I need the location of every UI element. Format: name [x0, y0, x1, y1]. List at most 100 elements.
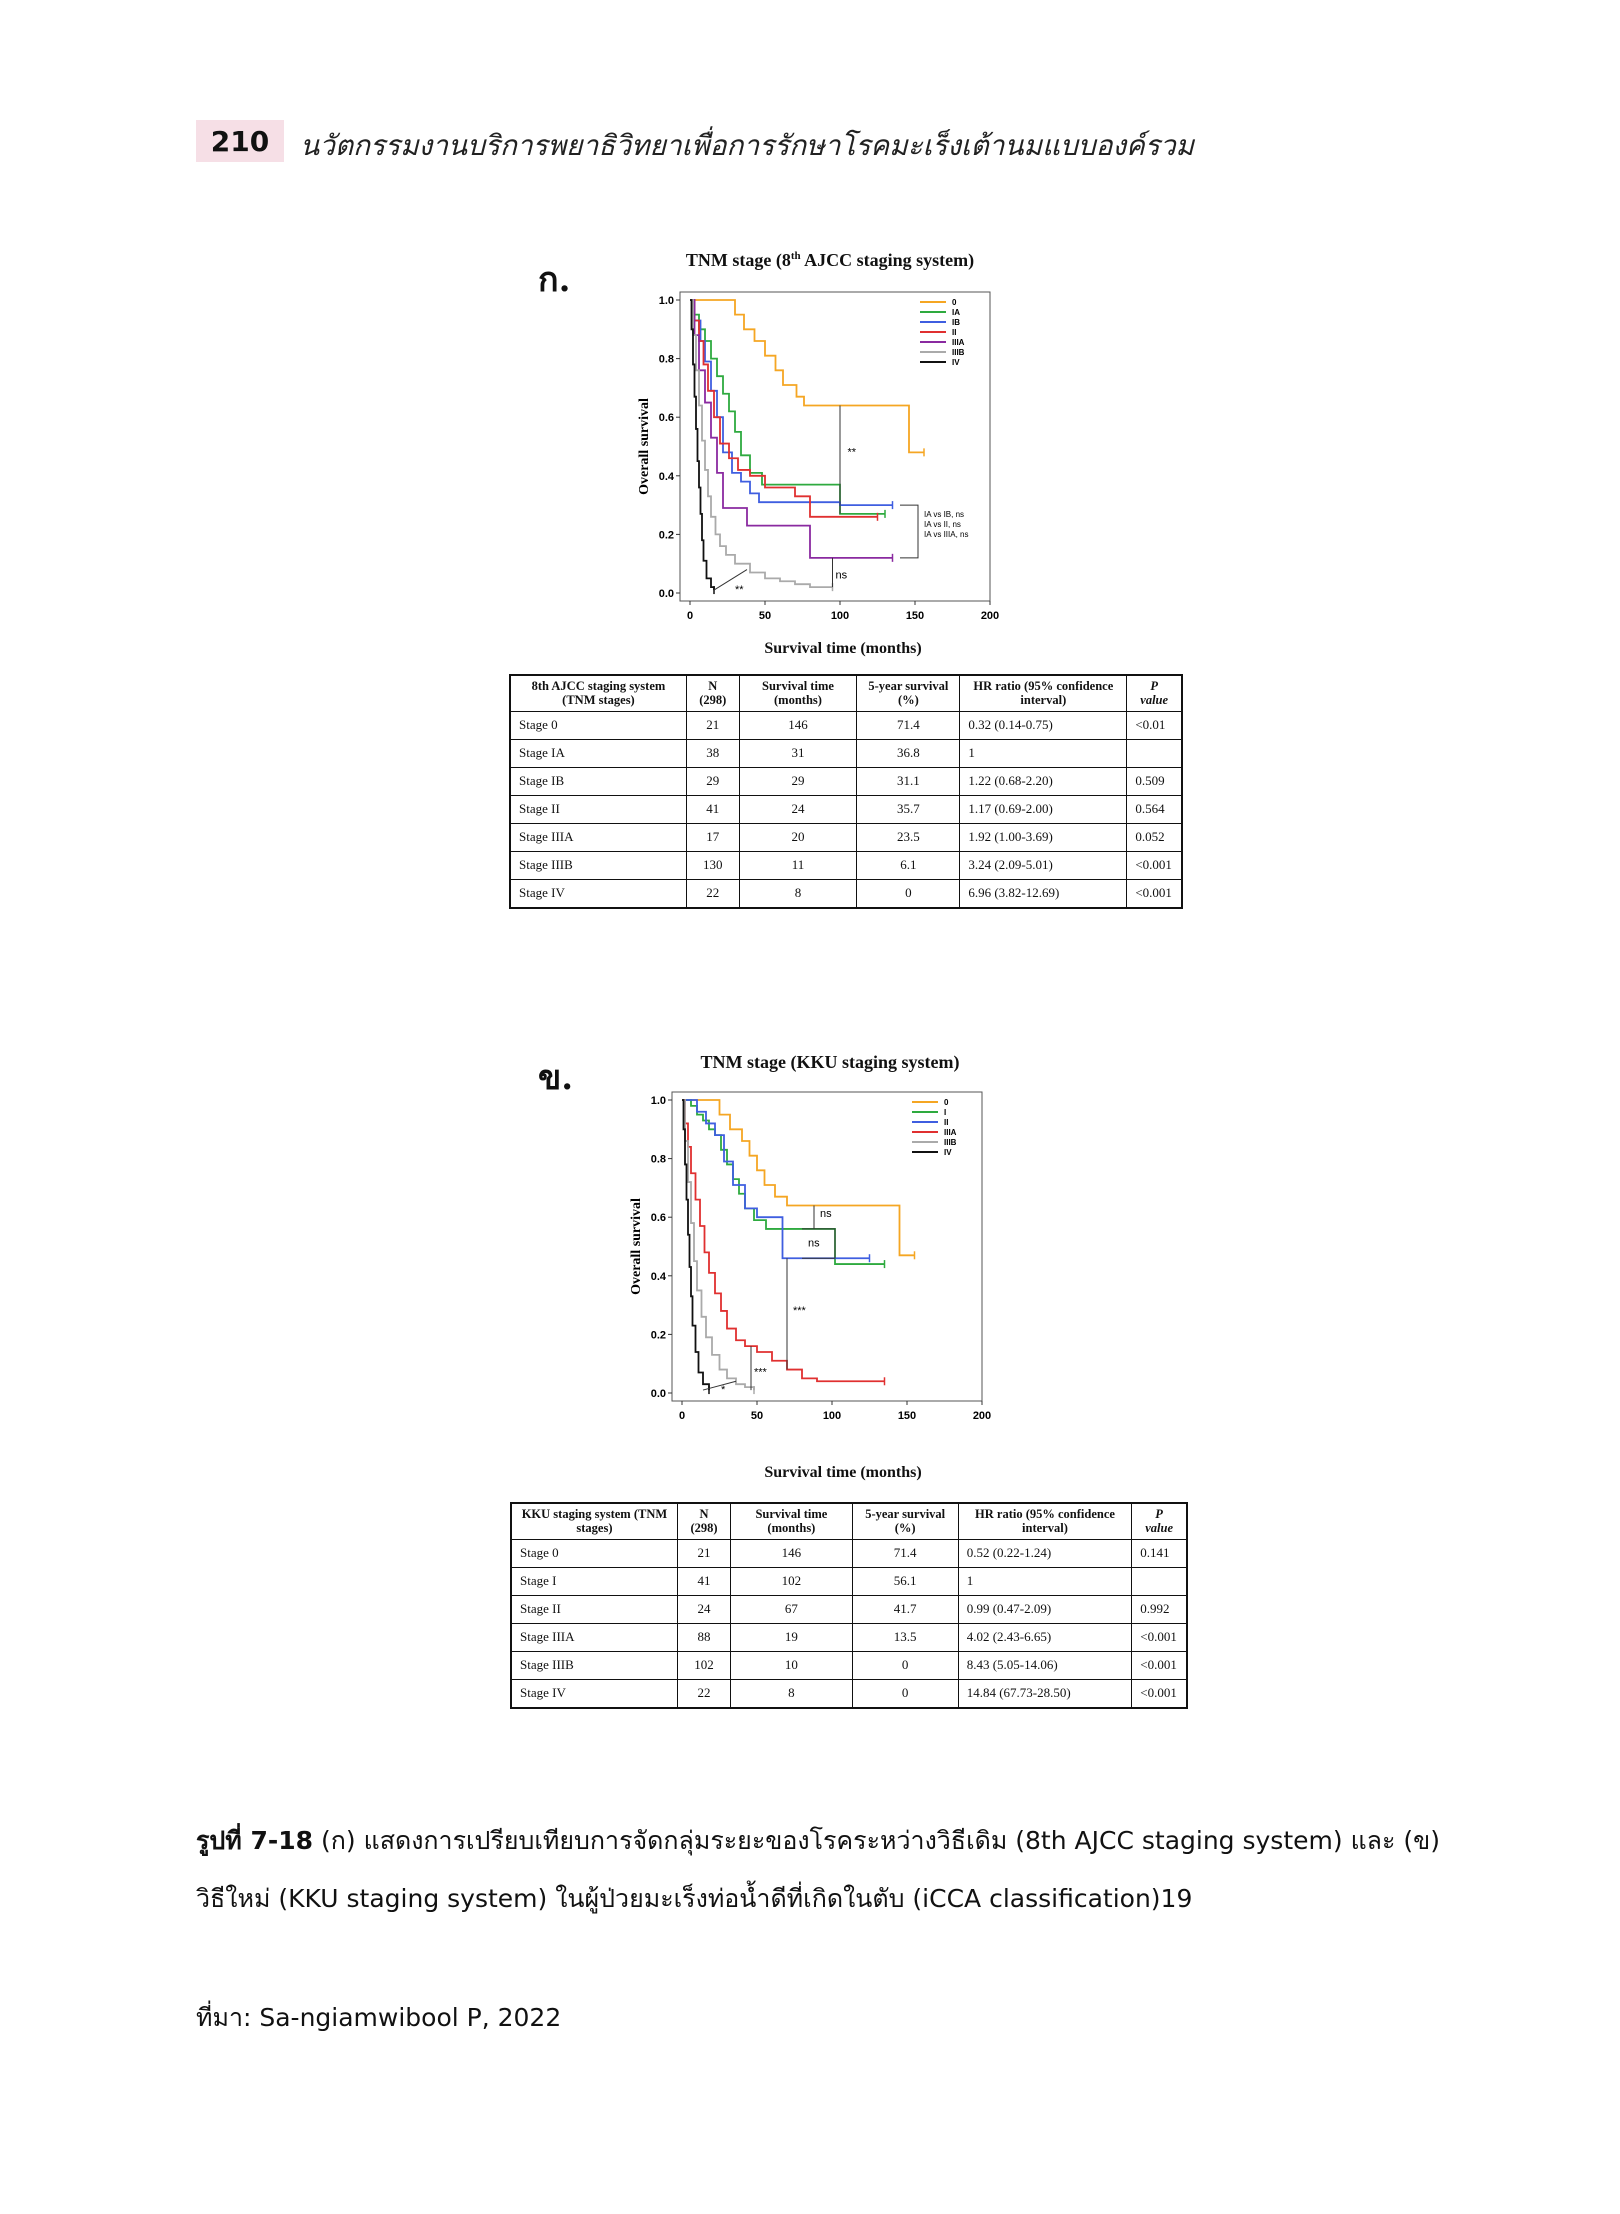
table-cell: Stage IIIB [509, 850, 687, 880]
table-cell: Stage IV [509, 878, 687, 909]
annotation-label: *** [754, 1366, 768, 1378]
table-header-cell: P value [1126, 674, 1183, 712]
table-cell: 102 [676, 1650, 732, 1680]
bracket-line [802, 1228, 836, 1259]
table-cell: 29 [738, 766, 858, 796]
plot-frame [671, 1091, 983, 1402]
table-cell: Stage IB [509, 766, 687, 796]
table-row: Stage IIIA 17 20 23.5 1.92 (1.00-3.69) 0.052 [509, 822, 1183, 852]
table-cell: 88 [676, 1622, 732, 1652]
legend-label: IIIB [944, 1138, 957, 1147]
table-cell: 102 [730, 1566, 853, 1596]
table-row: Stage IIIB 130 11 6.1 3.24 (2.09-5.01) <0.001 [509, 850, 1183, 880]
annotation-label: ns [820, 1208, 832, 1220]
table-cell: Stage IIIA [509, 822, 687, 852]
series-line-IA [690, 299, 885, 515]
series-line-IIIB [690, 299, 833, 589]
table-cell: 41.7 [851, 1594, 959, 1624]
table-cell: 29 [685, 766, 740, 796]
running-title: นวัตกรรมงานบริการพยาธิวิทยาเพื่อการรักษา… [300, 129, 1195, 162]
panel-a-label: ก. [538, 260, 571, 300]
table-row: Stage 0 21 146 71.4 0.52 (0.22-1.24) 0.141 [510, 1538, 1188, 1568]
table-cell: <0.001 [1131, 1678, 1188, 1709]
legend-label: IIIB [952, 348, 965, 357]
panel-b-table: KKU staging system (TNM stages) N (298) Su… [510, 1502, 1188, 1709]
table-cell: 146 [738, 710, 858, 740]
table-cell: 17 [685, 822, 740, 852]
table-cell: 130 [685, 850, 740, 880]
table-row: Stage I 41 102 56.1 1 [510, 1566, 1188, 1596]
table-row: Stage IIIA 88 19 13.5 4.02 (2.43-6.65) <0.001 [510, 1622, 1188, 1652]
series-line-IB [690, 299, 893, 506]
annotation-note-line: IA vs II, ns [924, 520, 961, 529]
table-cell: 22 [685, 878, 740, 909]
series-line-IV [690, 299, 715, 591]
x-tick-label: 100 [831, 610, 849, 622]
series-line-0 [682, 1099, 915, 1257]
table-cell: 0.32 (0.14-0.75) [959, 710, 1128, 740]
table-cell: 1.92 (1.00-3.69) [959, 822, 1128, 852]
table-cell: 8.43 (5.05-14.06) [957, 1650, 1133, 1680]
table-cell: Stage 0 [509, 710, 687, 740]
table-cell: Stage II [509, 794, 687, 824]
table-cell: 1.22 (0.68-2.20) [959, 766, 1128, 796]
panel-a-chart-title: TNM stage (8th AJCC staging system) [685, 250, 975, 270]
table-cell: 0.99 (0.47-2.09) [957, 1594, 1133, 1624]
legend-label: 0 [944, 1098, 949, 1107]
table-cell: 1 [957, 1566, 1133, 1596]
table-header-cell: KKU staging system (TNM stages) [510, 1502, 678, 1540]
bracket-line [900, 504, 919, 559]
table-cell: 14.84 (67.73-28.50) [957, 1678, 1133, 1709]
table-cell: Stage II [510, 1594, 678, 1624]
table-header-cell: Survival time (months) [738, 674, 858, 712]
y-tick-label: 0.6 [651, 1212, 666, 1224]
table-cell: 4.02 (2.43-6.65) [957, 1622, 1133, 1652]
table-cell: <0.001 [1131, 1650, 1188, 1680]
table-cell: 0.509 [1126, 766, 1183, 796]
panel-b-km-chart: 0.0 0.2 0.4 0.6 0.8 1.0 0 50 100 150 200 Overall su… [629, 1091, 991, 1422]
table-cell: 146 [730, 1538, 853, 1568]
table-cell: Stage IV [510, 1678, 678, 1709]
table-row: Stage II 24 67 41.7 0.99 (0.47-2.09) 0.992 [510, 1594, 1188, 1624]
table-cell: Stage IIIB [510, 1650, 678, 1680]
annotation-label: ns [836, 569, 848, 581]
figure-caption: รูปที่ 7-18 (ก) แสดงการเปรียบเทียบการจัด… [196, 1812, 1446, 1928]
x-tick-label: 200 [981, 610, 999, 622]
y-tick-label: 0.8 [651, 1154, 666, 1166]
table-row: Stage 0 21 146 71.4 0.32 (0.14-0.75) <0.01 [509, 710, 1183, 740]
table-header-cell: HR ratio (95% confidence interval) [957, 1502, 1133, 1540]
y-tick-label: 0.0 [659, 588, 674, 600]
panel-a-km-chart: 0.0 0.2 0.4 0.6 0.8 1.0 0 50 100 150 200 Overall su… [637, 291, 999, 622]
table-cell: 21 [676, 1538, 732, 1568]
y-axis-label: Overall survival [637, 398, 652, 495]
panel-b-label: ข. [538, 1058, 574, 1098]
legend-label: II [944, 1118, 948, 1127]
table-header-cell: 5-year survival (%) [851, 1502, 959, 1540]
y-axis-label: Overall survival [629, 1198, 644, 1295]
annotation-label: ns [808, 1238, 820, 1250]
table-cell: 0 [851, 1650, 959, 1680]
y-tick-label: 1.0 [659, 295, 674, 307]
x-tick-label: 50 [759, 610, 771, 622]
y-tick-label: 0.2 [651, 1329, 666, 1341]
legend-label: 0 [952, 298, 957, 307]
annotation-label: ** [735, 584, 744, 596]
panel-a-xlabel: Survival time (months) [764, 640, 922, 657]
annotation-label: ** [848, 446, 857, 458]
table-cell: 0.52 (0.22-1.24) [957, 1538, 1133, 1568]
table-cell: <0.001 [1126, 850, 1183, 880]
y-tick-label: 0.4 [651, 1271, 667, 1283]
table-cell: 67 [730, 1594, 853, 1624]
table-cell: 35.7 [856, 794, 961, 824]
table-cell: 20 [738, 822, 858, 852]
caption-text: (ก) แสดงการเปรียบเทียบการจัดกลุ่มระยะของ… [196, 1826, 1440, 1913]
table-cell: Stage IIIA [510, 1622, 678, 1652]
table-cell: 71.4 [856, 710, 961, 740]
page-number: 210 [196, 120, 284, 162]
bracket-line [702, 1380, 737, 1391]
table-cell: 0.564 [1126, 794, 1183, 824]
panel-b-xlabel: Survival time (months) [764, 1464, 922, 1481]
y-tick-label: 0.6 [659, 412, 674, 424]
table-header-cell: N (298) [685, 674, 740, 712]
plot-frame [679, 291, 991, 602]
